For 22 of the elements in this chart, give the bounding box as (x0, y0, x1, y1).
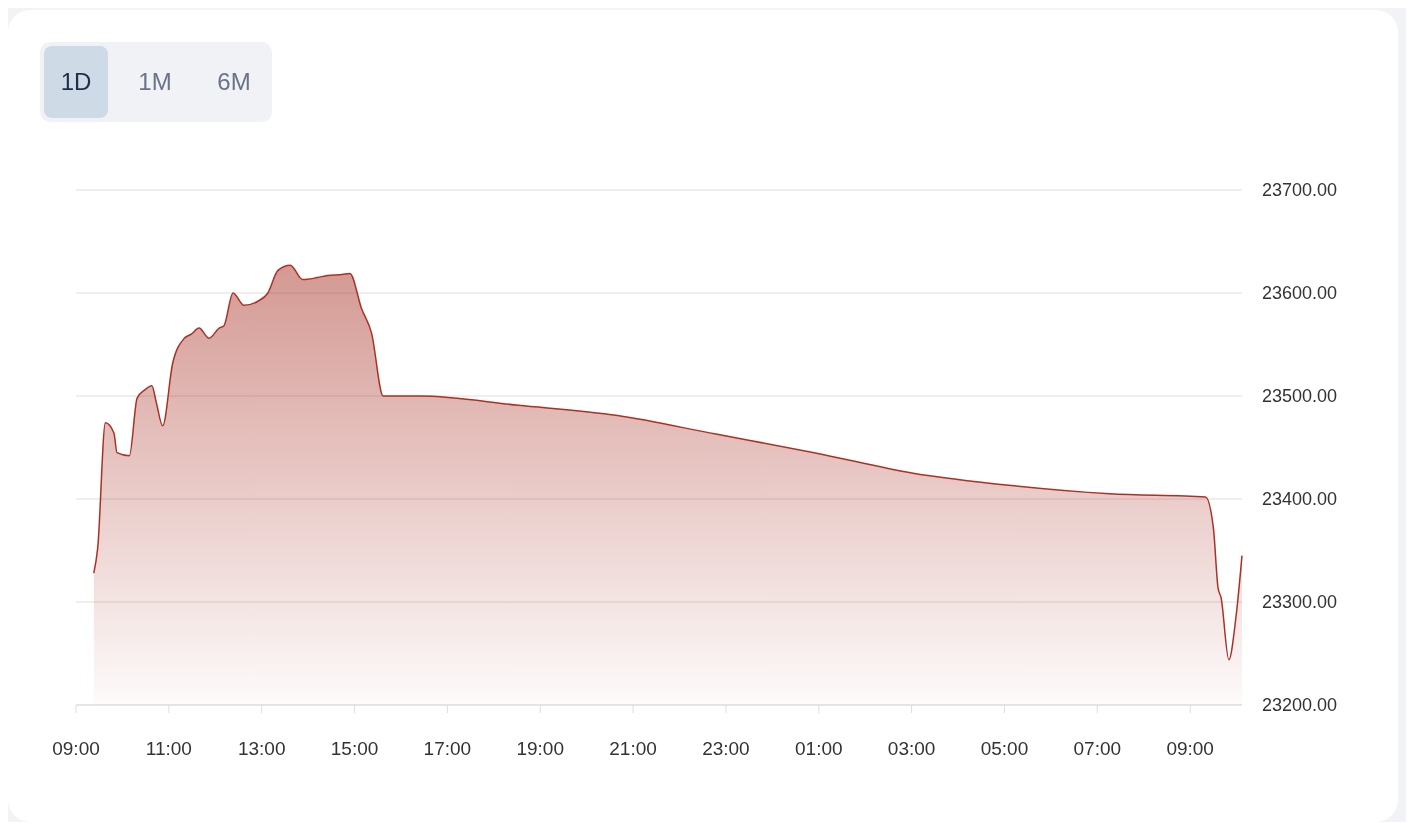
x-tick-label: 19:00 (516, 738, 565, 759)
x-tick-label: 17:00 (423, 738, 472, 759)
x-tick-label: 21:00 (609, 738, 657, 759)
y-tick-label: 23600.00 (1262, 283, 1338, 303)
text: 1D (60, 68, 92, 95)
y-tick-label: 23300.00 (1262, 592, 1338, 612)
x-tick-label: 01:00 (795, 738, 843, 759)
y-tick-label: 23500.00 (1262, 386, 1338, 406)
x-tick-label: 13:00 (237, 738, 286, 759)
x-tick-label: 15:00 (330, 738, 379, 759)
y-tick-label: 23700.00 (1262, 180, 1338, 200)
text: 1M (138, 68, 172, 95)
y-tick-label: 23400.00 (1262, 489, 1338, 509)
x-tick-label: 03:00 (887, 738, 936, 759)
x-tick-label: 09:00 (52, 738, 100, 759)
x-tick-label: 09:00 (1166, 738, 1214, 759)
text: 6M (217, 68, 251, 95)
x-tick-label: 23:00 (702, 738, 750, 759)
y-tick-label: 23200.00 (1262, 695, 1338, 715)
x-tick-label: 07:00 (1073, 738, 1122, 759)
x-tick-label: 05:00 (980, 738, 1029, 759)
x-tick-label: 11:00 (145, 738, 192, 759)
